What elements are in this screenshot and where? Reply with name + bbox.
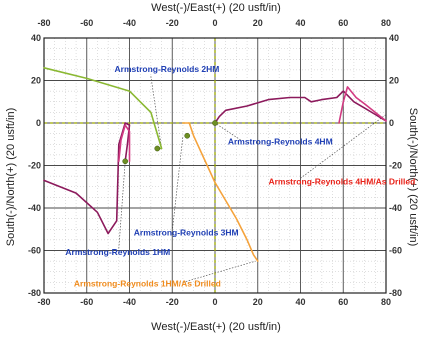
well-label: Armstrong-Reynolds 4HM <box>228 136 333 146</box>
well-label: Armstrong-Reynolds 3HM <box>134 228 239 238</box>
x-tick-label-top: 20 <box>253 18 263 28</box>
series-line <box>182 122 259 262</box>
y-tick-label-right: -40 <box>389 203 402 213</box>
well-label: Armstrong-Reynolds 1HM/As Drilled <box>74 279 221 289</box>
x-tick-label-top: 80 <box>381 18 391 28</box>
leader-line <box>150 76 162 149</box>
series-line <box>43 67 163 150</box>
y-axis-title-right: South(-)/North(+) (20 usft/in) <box>407 108 419 246</box>
x-tick-label-bottom: -80 <box>37 297 50 307</box>
x-tick-label-bottom: 60 <box>338 297 348 307</box>
x-tick-label-bottom: -20 <box>166 297 179 307</box>
series-line <box>43 122 131 235</box>
x-tick-label-top: -20 <box>166 18 179 28</box>
y-tick-label-left: -60 <box>28 246 41 256</box>
leader-line <box>171 135 184 232</box>
y-tick-label-left: 40 <box>31 33 41 43</box>
well-label: Armstrong-Reynolds 4HM/As Drilled <box>268 177 415 187</box>
well-label: Armstrong-Reynolds 2HM <box>115 64 220 74</box>
leader-line <box>182 260 256 283</box>
x-axis-title-bottom: West(-)/East(+) (20 usft/in) <box>151 321 281 333</box>
plot-layer: -80-80-60-60-40-40-20-200020204040606080… <box>28 18 415 307</box>
x-tick-label-top: 40 <box>295 18 305 28</box>
y-tick-label-right: -60 <box>389 246 402 256</box>
y-axis-title-left: South(-)/North(+) (20 usft/in) <box>5 108 17 246</box>
series-marker <box>154 145 161 152</box>
x-tick-label-bottom: -40 <box>123 297 136 307</box>
series-line <box>338 86 387 124</box>
plot-frame <box>43 37 387 294</box>
x-tick-label-bottom: 80 <box>381 297 391 307</box>
y-tick-label-left: -80 <box>28 288 41 298</box>
y-tick-label-left: 20 <box>31 76 41 86</box>
x-tick-label-top: -80 <box>37 18 50 28</box>
series-marker <box>122 158 129 165</box>
series-marker <box>184 132 191 139</box>
x-tick-label-bottom: 40 <box>295 297 305 307</box>
x-tick-label-bottom: -60 <box>80 297 93 307</box>
x-tick-label-top: 0 <box>212 18 217 28</box>
series-marker <box>212 120 218 126</box>
y-tick-label-right: 20 <box>389 76 399 86</box>
x-tick-label-top: 60 <box>338 18 348 28</box>
y-tick-label-left: 0 <box>36 118 41 128</box>
leader-line <box>118 161 126 249</box>
y-tick-label-right: -80 <box>389 288 402 298</box>
x-axis-title-top: West(-)/East(+) (20 usft/in) <box>151 2 281 14</box>
y-tick-label-right: 0 <box>389 118 394 128</box>
y-tick-label-right: 40 <box>389 33 399 43</box>
series-line <box>118 124 131 163</box>
series-line <box>214 90 387 124</box>
y-tick-label-left: -40 <box>28 203 41 213</box>
well-label: Armstrong-Reynolds 1HM <box>65 247 170 257</box>
x-tick-label-top: -60 <box>80 18 93 28</box>
y-tick-label-left: -20 <box>28 161 41 171</box>
x-tick-label-top: -40 <box>123 18 136 28</box>
x-tick-label-bottom: 20 <box>253 297 263 307</box>
y-tick-label-right: -20 <box>389 161 402 171</box>
x-tick-label-bottom: 0 <box>212 297 217 307</box>
leader-line <box>214 122 241 141</box>
